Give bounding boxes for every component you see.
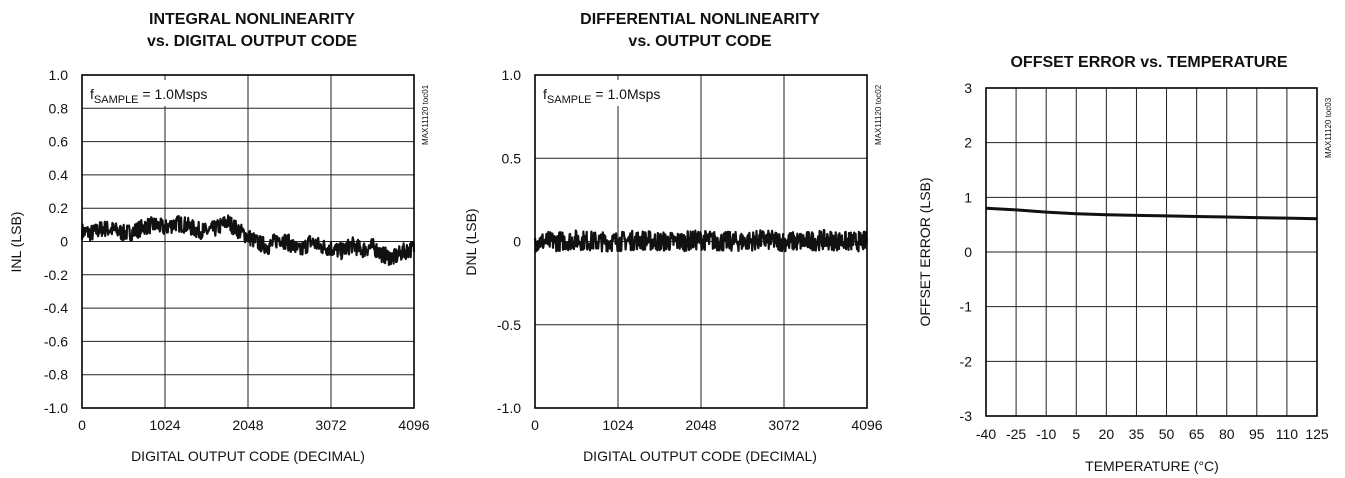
inl-ytick-label: 1.0 (49, 67, 69, 83)
inl-x-axis-label: DIGITAL OUTPUT CODE (DECIMAL) (131, 448, 365, 464)
offset-x-axis-label: TEMPERATURE (°C) (1085, 458, 1219, 474)
offset-ytick-label: 2 (964, 135, 972, 151)
offset-y-ticks: 3 2 1 0 -1 -2 -3 (960, 80, 973, 424)
offset-trace-0 (985, 206, 1318, 221)
offset-xtick-label: -10 (1036, 426, 1056, 442)
inl-plot-frame (81, 74, 415, 409)
inl-ytick-label: -0.8 (44, 367, 68, 383)
dnl-x-ticks: 0 1024 2048 3072 4096 (531, 417, 883, 433)
dnl-xtick-label: 3072 (768, 417, 799, 433)
dnl-annotation-sub: SAMPLE (547, 94, 592, 106)
dnl-annotation-rest: = 1.0Msps (592, 86, 661, 102)
inl-ytick-label: -0.6 (44, 333, 68, 349)
dnl-xtick-label: 1024 (602, 417, 633, 433)
inl-xtick-label: 4096 (398, 417, 429, 433)
dnl-title-line2: vs. OUTPUT CODE (628, 33, 771, 50)
dnl-y-ticks: 1.0 0.5 0 -0.5 -1.0 (497, 67, 521, 416)
inl-xtick-label: 0 (78, 417, 86, 433)
dnl-trace-0 (533, 228, 869, 253)
inl-ytick-label: -0.4 (44, 300, 68, 316)
inl-annotation-f: f (90, 86, 94, 102)
offset-xtick-label: 65 (1189, 426, 1205, 442)
inl-ytick-label: -1.0 (44, 400, 68, 416)
dnl-annotation: fSAMPLE = 1.0Msps (543, 86, 660, 106)
inl-ytick-label: -0.2 (44, 267, 68, 283)
inl-annotation: fSAMPLE = 1.0Msps (90, 86, 207, 106)
dnl-xtick-label: 0 (531, 417, 539, 433)
offset-ytick-label: 3 (964, 80, 972, 96)
offset-gridlines (986, 88, 1317, 416)
dnl-annotation-bg (539, 80, 685, 106)
offset-ytick-label: 0 (964, 244, 972, 260)
dnl-gridlines (535, 75, 867, 408)
dnl-plot-frame (534, 74, 868, 409)
offset-y-axis-label: OFFSET ERROR (LSB) (917, 177, 933, 326)
inl-gridlines (82, 75, 414, 408)
offset-plot-frame (985, 87, 1318, 417)
offset-ytick-label: -1 (960, 299, 973, 315)
offset-xtick-label: 50 (1159, 426, 1175, 442)
inl-side-tag: MAX11120 toc01 (421, 84, 430, 145)
inl-annotation-sub: SAMPLE (94, 94, 139, 106)
offset-xtick-label: 35 (1129, 426, 1145, 442)
offset-xtick-label: 110 (1276, 426, 1299, 442)
dnl-title-line1: DIFFERENTIAL NONLINEARITY (580, 11, 820, 28)
dnl-chart: DIFFERENTIAL NONLINEARITY vs. OUTPUT COD… (463, 11, 883, 464)
offset-xtick-label: -40 (976, 426, 996, 442)
inl-xtick-label: 3072 (315, 417, 346, 433)
offset-chart: OFFSET ERROR vs. TEMPERATURE 3210-1-2-3 … (917, 54, 1333, 474)
offset-x-ticks: -40 -25 -10 5 20 35 50 65 80 95 110 125 (976, 426, 1329, 442)
inl-ytick-label: 0 (60, 234, 68, 250)
dnl-annotation-f: f (543, 86, 547, 102)
inl-title-line1: INTEGRAL NONLINEARITY (149, 11, 355, 28)
offset-ytick-label: -3 (960, 408, 973, 424)
offset-side-tag: MAX11120 toc03 (1324, 97, 1333, 158)
inl-ytick-label: 0.6 (49, 134, 69, 150)
inl-y-ticks: 1.0 0.8 0.6 0.4 0.2 0 -0.2 -0.4 -0.6 -0.8 -1.0 (44, 67, 68, 416)
inl-annotation-rest: = 1.0Msps (139, 86, 208, 102)
offset-xtick-label: 5 (1072, 426, 1080, 442)
dnl-side-tag: MAX11120 toc02 (874, 84, 883, 145)
inl-ytick-label: 0.8 (49, 100, 69, 116)
offset-series (985, 206, 1318, 221)
dnl-ytick-label: 0 (513, 234, 521, 250)
inl-ytick-label: 0.2 (49, 200, 69, 216)
dnl-x-axis-label: DIGITAL OUTPUT CODE (DECIMAL) (583, 448, 817, 464)
inl-chart: INTEGRAL NONLINEARITY vs. DIGITAL OUTPUT… (8, 11, 430, 464)
offset-ytick-label: 1 (964, 189, 972, 205)
offset-xtick-label: 125 (1305, 426, 1329, 442)
dnl-y-axis-label: DNL (LSB) (463, 208, 479, 275)
dnl-xtick-label: 2048 (685, 417, 716, 433)
offset-xtick-label: 95 (1249, 426, 1265, 442)
offset-title: OFFSET ERROR vs. TEMPERATURE (1010, 54, 1287, 71)
inl-x-ticks: 0 1024 2048 3072 4096 (78, 417, 430, 433)
dnl-series (533, 228, 869, 253)
inl-xtick-label: 1024 (149, 417, 180, 433)
inl-xtick-label: 2048 (232, 417, 263, 433)
inl-series (80, 214, 416, 266)
offset-xtick-label: 80 (1219, 426, 1235, 442)
dnl-ytick-label: 1.0 (502, 67, 522, 83)
offset-xtick-label: -25 (1006, 426, 1026, 442)
inl-y-axis-label: INL (LSB) (8, 212, 24, 273)
offset-xtick-label: 20 (1099, 426, 1115, 442)
dnl-ytick-label: -1.0 (497, 400, 521, 416)
inl-ytick-label: 0.4 (49, 167, 69, 183)
dnl-ytick-label: -0.5 (497, 317, 521, 333)
inl-title-line2: vs. DIGITAL OUTPUT CODE (147, 33, 357, 50)
dnl-ytick-label: 0.5 (502, 150, 522, 166)
inl-annotation-bg (86, 80, 232, 106)
dnl-xtick-label: 4096 (851, 417, 882, 433)
inl-trace-0 (80, 214, 416, 266)
offset-ytick-label: -2 (960, 353, 973, 369)
